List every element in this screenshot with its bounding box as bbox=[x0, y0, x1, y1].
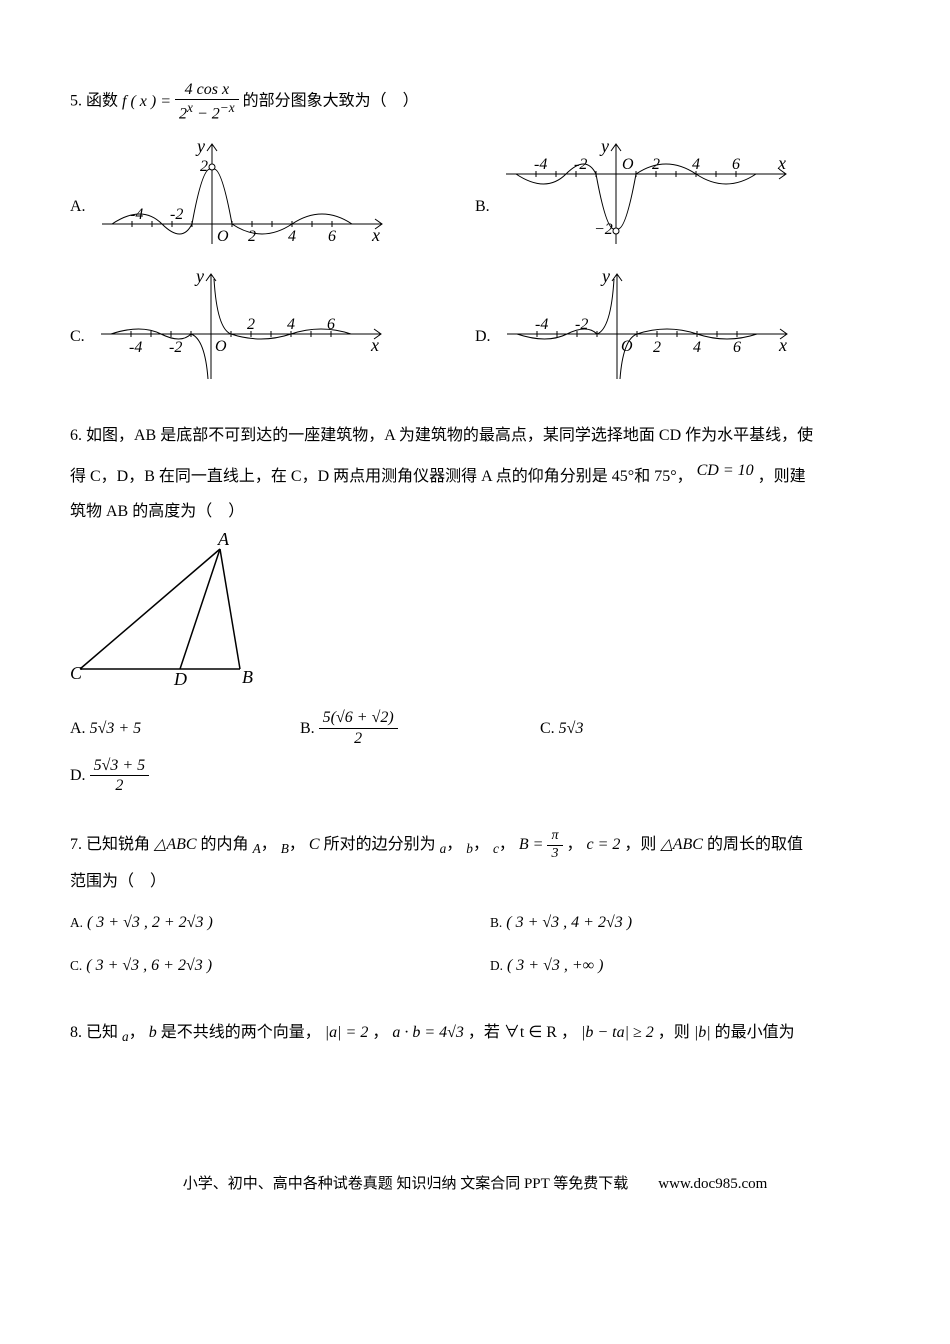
svg-text:6: 6 bbox=[733, 339, 741, 356]
svg-text:6: 6 bbox=[732, 156, 740, 173]
svg-text:2: 2 bbox=[248, 228, 256, 245]
svg-text:y: y bbox=[599, 136, 609, 156]
svg-text:D: D bbox=[173, 669, 187, 689]
q7-ans-d: ( 3 + √3 , +∞ ) bbox=[507, 948, 603, 983]
svg-text:-2: -2 bbox=[575, 316, 588, 333]
q6-ans-c: 5√3 bbox=[559, 711, 584, 746]
svg-text:-2: -2 bbox=[169, 339, 182, 356]
svg-text:C: C bbox=[70, 663, 83, 683]
svg-text:-4: -4 bbox=[534, 156, 547, 173]
q5-graph-a: -4 -2 2 4 6 2 O x y bbox=[92, 134, 392, 254]
q6-answers: A. 5√3 + 5 B. 5(√6 + √2) 2 C. 5√3 D. 5√3… bbox=[70, 708, 880, 803]
svg-text:-2: -2 bbox=[170, 206, 183, 223]
q8-abs-b: |b| bbox=[694, 1024, 711, 1041]
q6-cd-expr: CD = 10 bbox=[697, 462, 754, 479]
svg-text:2: 2 bbox=[652, 156, 660, 173]
q5-func: f ( x ) = 4 cos x 2x − 2−x bbox=[122, 93, 243, 110]
q7-ans-a: ( 3 + √3 , 2 + 2√3 ) bbox=[87, 905, 213, 940]
svg-text:-4: -4 bbox=[129, 339, 142, 356]
question-6: 6. 如图，AB 是底部不可到达的一座建筑物，A 为建筑物的最高点，某同学选择地… bbox=[70, 418, 880, 804]
q8-ineq: |b − ta| ≥ 2 bbox=[581, 1024, 654, 1041]
q5-opt-b-label: B. bbox=[475, 189, 496, 254]
svg-text:O: O bbox=[217, 228, 229, 245]
svg-text:4: 4 bbox=[693, 339, 701, 356]
svg-text:O: O bbox=[621, 338, 633, 355]
question-8: 8. 已知 a， b 是不共线的两个向量， |a| = 2 ， a · b = … bbox=[70, 1015, 880, 1052]
q7-answers: A. ( 3 + √3 , 2 + 2√3 ) B. ( 3 + √3 , 4 … bbox=[70, 905, 880, 991]
svg-text:O: O bbox=[215, 338, 227, 355]
q6-diagram: A B C D bbox=[70, 529, 270, 689]
q7-ans-b: ( 3 + √3 , 4 + 2√3 ) bbox=[506, 905, 632, 940]
svg-text:y: y bbox=[194, 266, 204, 286]
q8-dot: a · b = 4√3 bbox=[392, 1024, 464, 1041]
question-5: 5. 函数 f ( x ) = 4 cos x 2x − 2−x 的部分图象大致… bbox=[70, 80, 880, 394]
q5-graph-d: -4 -2 2 4 6 O x y bbox=[497, 264, 797, 384]
q5-opt-a-label: A. bbox=[70, 189, 92, 254]
q6-ans-b: 5(√6 + √2) 2 bbox=[319, 708, 398, 747]
svg-text:6: 6 bbox=[327, 316, 335, 333]
q5-graph-b: -4 -2 2 4 6 −2 O x y bbox=[496, 134, 796, 254]
q5-prefix: 5. 函数 bbox=[70, 93, 118, 110]
svg-text:x: x bbox=[371, 225, 380, 245]
svg-text:x: x bbox=[370, 335, 379, 355]
svg-text:x: x bbox=[777, 153, 786, 173]
page-footer: 小学、初中、高中各种试卷真题 知识归纳 文案合同 PPT 等免费下载 www.d… bbox=[70, 1172, 880, 1193]
svg-text:A: A bbox=[217, 529, 230, 549]
svg-text:4: 4 bbox=[692, 156, 700, 173]
question-7: 7. 已知锐角 △ABC 的内角 A， B， C 所对的边分别为 a， b， c… bbox=[70, 827, 880, 991]
svg-text:2: 2 bbox=[200, 158, 208, 175]
svg-text:O: O bbox=[622, 156, 634, 173]
q5-opt-c-label: C. bbox=[70, 319, 91, 384]
svg-text:-4: -4 bbox=[130, 206, 143, 223]
svg-text:-4: -4 bbox=[535, 316, 548, 333]
svg-text:4: 4 bbox=[287, 316, 295, 333]
svg-text:2: 2 bbox=[653, 339, 661, 356]
q6-line1: 6. 如图，AB 是底部不可到达的一座建筑物，A 为建筑物的最高点，某同学选择地… bbox=[70, 418, 880, 453]
svg-text:6: 6 bbox=[328, 228, 336, 245]
svg-text:-2: -2 bbox=[574, 156, 587, 173]
q5-graph-c: -4 -2 2 4 6 O x y bbox=[91, 264, 391, 384]
q5-suffix: 的部分图象大致为（ ） bbox=[243, 93, 419, 110]
q7-ans-c: ( 3 + √3 , 6 + 2√3 ) bbox=[86, 948, 212, 983]
svg-text:y: y bbox=[600, 266, 610, 286]
svg-text:y: y bbox=[195, 136, 205, 156]
svg-text:2: 2 bbox=[247, 316, 255, 333]
svg-text:B: B bbox=[242, 667, 253, 687]
svg-text:4: 4 bbox=[288, 228, 296, 245]
q6-ans-a: 5√3 + 5 bbox=[90, 711, 142, 746]
q5-opt-d-label: D. bbox=[475, 319, 497, 384]
q6-ans-d: 5√3 + 5 2 bbox=[90, 756, 150, 795]
svg-text:x: x bbox=[778, 335, 787, 355]
q8-abs-a: |a| = 2 bbox=[325, 1024, 369, 1041]
svg-text:−2: −2 bbox=[594, 221, 613, 238]
